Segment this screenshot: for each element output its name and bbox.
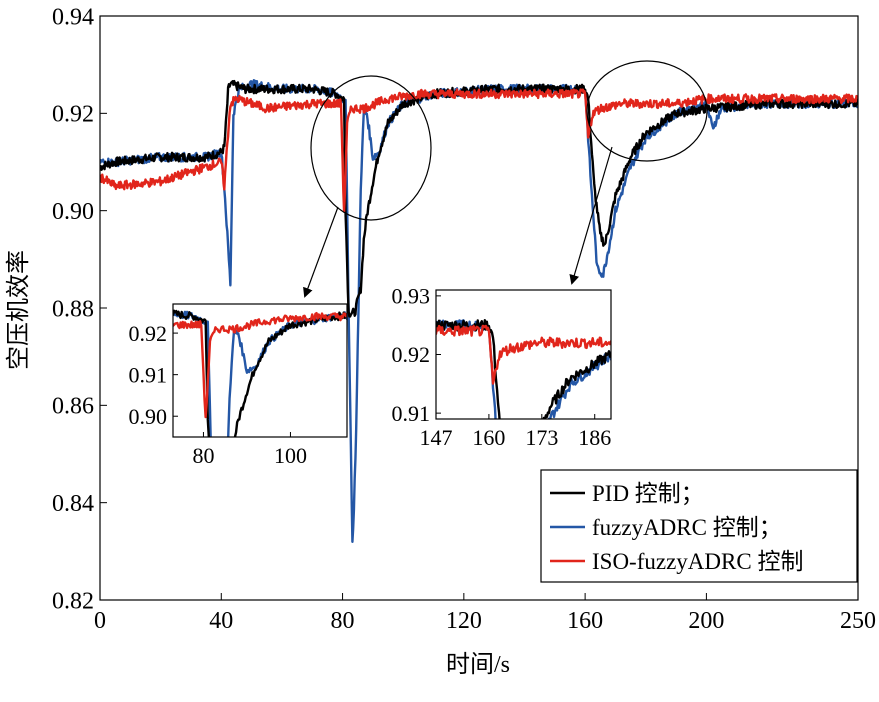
zoom-arrow-2 — [569, 146, 613, 285]
inset2-y-tick-label: 0.91 — [392, 401, 431, 426]
main-x-tick-label: 40 — [209, 608, 233, 634]
zoom-circle-1 — [310, 75, 432, 221]
inset2-series-line-iso-fuzzyadrc — [436, 324, 611, 385]
main-y-tick-label: 0.88 — [52, 296, 94, 322]
main-y-tick-label: 0.84 — [52, 491, 94, 517]
inset1-y-tick-label: 0.90 — [129, 404, 168, 429]
inset1-y-tick-label: 0.92 — [129, 321, 168, 346]
inset2-y-tick-label: 0.93 — [392, 284, 431, 309]
legend-label: fuzzyADRC 控制； — [592, 515, 782, 540]
legend-label: PID 控制； — [592, 481, 704, 506]
inset2-series-group — [436, 319, 611, 419]
inset1-frame — [172, 303, 348, 438]
inset2-y-tick-label: 0.92 — [392, 342, 431, 367]
inset2-x-tick-label: 160 — [472, 425, 505, 450]
main-y-tick-label: 0.94 — [52, 4, 94, 30]
main-y-tick-label: 0.92 — [52, 102, 94, 128]
inset-plot-right: 147 160 173 186 0.91 0.92 0.93 — [392, 284, 612, 450]
inset1-series-group — [173, 309, 347, 437]
y-axis-label: 空压机效率 — [5, 250, 32, 370]
inset2-x-tick-label: 147 — [420, 425, 453, 450]
main-x-tick-label: 80 — [331, 608, 355, 634]
main-y-tick-label: 0.86 — [52, 394, 94, 420]
main-y-tick-label: 0.90 — [52, 199, 94, 225]
main-y-tick-label: 0.82 — [52, 588, 94, 614]
legend: PID 控制； fuzzyADRC 控制； ISO-fuzzyADRC 控制 — [540, 469, 858, 583]
main-x-tick-label: 160 — [567, 608, 603, 634]
x-axis-label: 时间/s — [446, 651, 510, 678]
main-series-line-iso-fuzzyadrc — [100, 88, 858, 213]
main-x-tick-label: 120 — [446, 608, 482, 634]
inset1-series-line-iso-fuzzyadrc — [173, 311, 347, 419]
main-x-tick-label: 250 — [840, 608, 876, 634]
inset2-x-tick-label: 186 — [578, 425, 611, 450]
legend-label: ISO-fuzzyADRC 控制 — [592, 549, 803, 574]
inset1-x-tick-label: 100 — [274, 443, 307, 468]
inset2-background — [436, 290, 611, 419]
legend-box — [540, 469, 858, 583]
inset-plot-left: 80 100 0.90 0.91 0.92 — [129, 303, 348, 468]
inset2-series-line-pid — [436, 319, 611, 419]
zoom-circle-2 — [586, 60, 708, 162]
main-x-tick-label: 0 — [94, 608, 106, 634]
inset1-y-tick-label: 0.91 — [129, 362, 168, 387]
inset1-x-tick-label: 80 — [192, 443, 214, 468]
main-series-group — [100, 79, 858, 543]
zoom-arrow-1 — [303, 206, 339, 298]
inset2-x-tick-label: 173 — [525, 425, 558, 450]
main-x-tick-label: 200 — [688, 608, 724, 634]
